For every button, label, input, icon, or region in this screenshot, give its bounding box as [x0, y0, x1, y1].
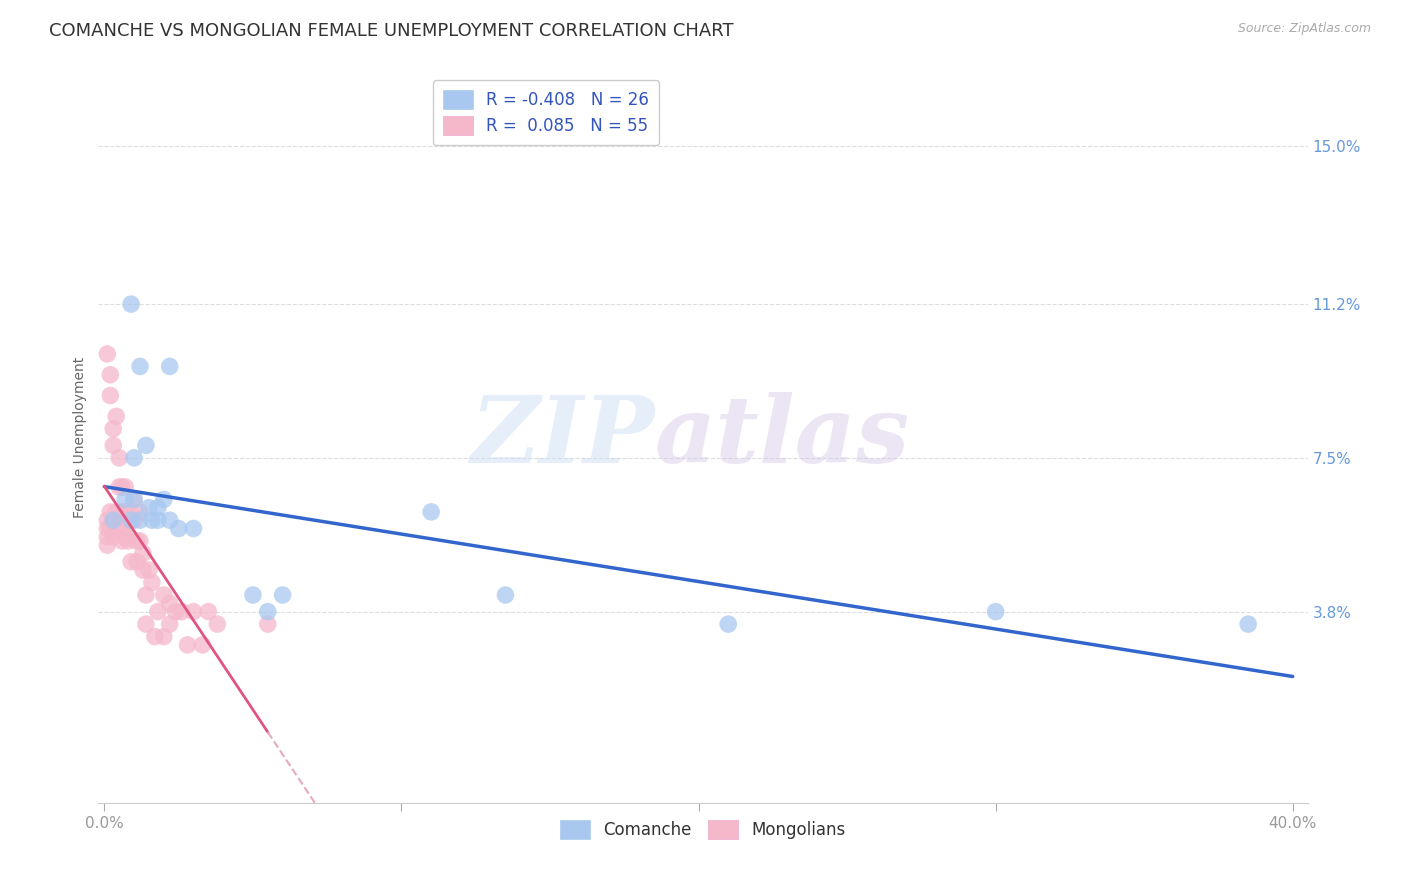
Point: [146, 513, 169, 527]
Point: [98, 505, 121, 519]
Point: [152, 630, 174, 644]
Point: [1237, 617, 1260, 632]
Point: [120, 297, 142, 311]
Point: [135, 617, 157, 632]
Point: [122, 492, 145, 507]
Point: [111, 533, 134, 548]
Point: [138, 500, 160, 515]
Point: [152, 492, 174, 507]
Point: [103, 422, 125, 436]
Point: [117, 513, 139, 527]
Point: [146, 605, 169, 619]
Point: [256, 605, 278, 619]
Point: [114, 530, 136, 544]
Y-axis label: Female Unemployment: Female Unemployment: [73, 357, 87, 517]
Point: [256, 617, 278, 632]
Point: [111, 505, 134, 519]
Point: [96, 347, 118, 361]
Point: [494, 588, 516, 602]
Point: [96, 513, 118, 527]
Point: [135, 588, 157, 602]
Point: [96, 538, 118, 552]
Point: [170, 605, 193, 619]
Point: [141, 513, 163, 527]
Point: [96, 521, 118, 535]
Point: [98, 388, 121, 402]
Point: [183, 521, 205, 535]
Point: [120, 555, 142, 569]
Point: [108, 450, 131, 465]
Point: [122, 492, 145, 507]
Point: [197, 605, 219, 619]
Point: [420, 505, 443, 519]
Point: [143, 630, 166, 644]
Point: [129, 505, 152, 519]
Point: [717, 617, 740, 632]
Point: [152, 588, 174, 602]
Point: [98, 521, 121, 535]
Point: [108, 521, 131, 535]
Point: [111, 480, 134, 494]
Point: [129, 533, 152, 548]
Point: [159, 513, 181, 527]
Point: [191, 638, 214, 652]
Point: [114, 505, 136, 519]
Point: [105, 409, 128, 424]
Point: [103, 438, 125, 452]
Point: [105, 505, 128, 519]
Point: [141, 575, 163, 590]
Point: [117, 533, 139, 548]
Point: [103, 530, 125, 544]
Point: [125, 555, 148, 569]
Point: [114, 480, 136, 494]
Point: [103, 513, 125, 527]
Legend: Comanche, Mongolians: Comanche, Mongolians: [550, 810, 856, 849]
Point: [129, 359, 152, 374]
Point: [146, 500, 169, 515]
Point: [138, 563, 160, 577]
Point: [108, 480, 131, 494]
Point: [159, 359, 181, 374]
Point: [129, 513, 152, 527]
Point: [120, 513, 142, 527]
Text: atlas: atlas: [655, 392, 910, 482]
Point: [183, 605, 205, 619]
Point: [114, 492, 136, 507]
Point: [132, 563, 155, 577]
Point: [98, 368, 121, 382]
Text: COMANCHE VS MONGOLIAN FEMALE UNEMPLOYMENT CORRELATION CHART: COMANCHE VS MONGOLIAN FEMALE UNEMPLOYMEN…: [49, 22, 734, 40]
Point: [132, 546, 155, 560]
Point: [271, 588, 294, 602]
Text: ZIP: ZIP: [471, 392, 655, 482]
Point: [167, 521, 190, 535]
Point: [114, 521, 136, 535]
Point: [125, 533, 148, 548]
Point: [159, 617, 181, 632]
Point: [135, 438, 157, 452]
Text: Source: ZipAtlas.com: Source: ZipAtlas.com: [1237, 22, 1371, 36]
Point: [159, 596, 181, 610]
Point: [120, 505, 142, 519]
Point: [984, 605, 1007, 619]
Point: [207, 617, 229, 632]
Point: [96, 530, 118, 544]
Point: [122, 450, 145, 465]
Point: [103, 513, 125, 527]
Point: [242, 588, 264, 602]
Point: [176, 638, 198, 652]
Point: [122, 513, 145, 527]
Point: [165, 605, 187, 619]
